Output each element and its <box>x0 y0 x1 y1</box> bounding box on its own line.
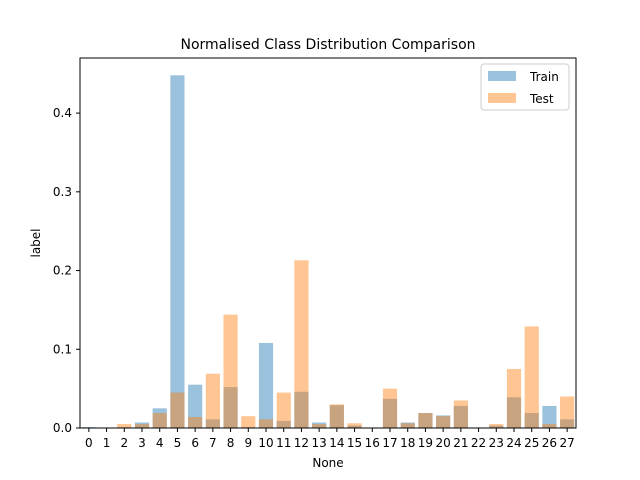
bar-train-23 <box>489 425 504 428</box>
legend-label-test: Test <box>529 92 554 106</box>
plot-frame <box>79 57 577 429</box>
bar-train-14 <box>329 405 344 428</box>
bar-train-25 <box>524 413 539 428</box>
bar-test-12 <box>294 260 309 428</box>
bar-test-24 <box>506 368 522 428</box>
bar-test-25 <box>524 326 539 428</box>
bars-layer <box>81 75 575 428</box>
bar-train-6 <box>188 384 203 428</box>
x-tick-label: 8 <box>227 436 235 450</box>
bar-test-19 <box>418 413 433 428</box>
bar-test-2 <box>117 424 132 428</box>
bar-train-15 <box>347 425 362 428</box>
x-tick-label: 7 <box>209 436 217 450</box>
bar-train-13 <box>312 422 327 428</box>
x-tick-label: 13 <box>312 436 327 450</box>
bar-test-15 <box>347 423 362 428</box>
x-axis-label: None <box>312 456 343 470</box>
bar-test-20 <box>436 416 451 428</box>
bar-test-14 <box>329 404 344 428</box>
x-tick-label: 11 <box>276 436 291 450</box>
bar-test-10 <box>258 419 274 428</box>
bar-test-3 <box>134 424 150 428</box>
bar-train-26 <box>542 405 557 428</box>
axes-layer: 0 1 2 3 4 5 6 7 8 9 10 11 12 13 14 15 16 17 18 19 20 21 22 23 24… <box>53 57 577 450</box>
x-tick-label: 9 <box>244 436 252 450</box>
bar-train-3 <box>134 422 150 428</box>
bar-train-4 <box>152 408 167 428</box>
x-tick-label: 22 <box>471 436 486 450</box>
y-tick-label: 0.4 <box>53 106 72 120</box>
bar-train-7 <box>205 419 220 428</box>
bar-test-6 <box>188 416 203 428</box>
bar-test-7 <box>205 373 220 428</box>
x-tick-label: 10 <box>258 436 273 450</box>
bar-train-21 <box>453 405 468 428</box>
chart-title: Normalised Class Distribution Comparison <box>180 37 475 53</box>
legend-label-train: Train <box>529 70 559 84</box>
x-tick-label: 23 <box>489 436 504 450</box>
x-tick-label: 6 <box>191 436 199 450</box>
bar-train-5 <box>170 75 185 428</box>
bar-test-13 <box>312 424 327 428</box>
bar-test-9 <box>241 416 256 428</box>
legend: Train Test <box>480 63 570 111</box>
bar-test-5 <box>170 392 185 428</box>
x-tick-label: 27 <box>560 436 575 450</box>
legend-swatch-train <box>488 71 516 81</box>
bar-train-17 <box>382 398 398 428</box>
x-tick-label: 12 <box>294 436 309 450</box>
bar-train-27 <box>560 419 575 428</box>
x-tick-label: 25 <box>524 436 539 450</box>
y-tick-label: 0.0 <box>53 421 72 435</box>
x-tick-label: 1 <box>103 436 111 450</box>
y-tick-label: 0.2 <box>53 264 72 278</box>
bar-test-26 <box>542 424 557 428</box>
y-tick-label: 0.3 <box>53 185 72 199</box>
x-tick-label: 16 <box>365 436 380 450</box>
x-tick-label: 3 <box>138 436 146 450</box>
y-tick-label: 0.1 <box>53 342 72 356</box>
x-tick-label: 18 <box>400 436 415 450</box>
x-tick-label: 15 <box>347 436 362 450</box>
bar-test-21 <box>453 400 468 428</box>
bar-train-19 <box>418 413 433 428</box>
legend-box <box>480 63 570 111</box>
bar-train-20 <box>436 415 451 428</box>
x-tick-label: 24 <box>506 436 521 450</box>
x-tick-label: 17 <box>382 436 397 450</box>
bar-train-12 <box>294 391 309 428</box>
bar-test-17 <box>382 388 398 428</box>
legend-swatch-test <box>488 93 516 103</box>
bar-test-27 <box>560 396 575 428</box>
bar-test-11 <box>276 392 291 428</box>
x-tick-label: 20 <box>436 436 451 450</box>
x-tick-label: 14 <box>329 436 344 450</box>
x-tick-label: 19 <box>418 436 433 450</box>
bar-test-8 <box>223 314 238 428</box>
y-axis-label: label <box>29 228 43 257</box>
x-tick-label: 2 <box>120 436 128 450</box>
x-tick-label: 4 <box>156 436 164 450</box>
x-tick-label: 5 <box>174 436 182 450</box>
bar-train-24 <box>506 397 522 428</box>
bar-test-4 <box>152 413 167 428</box>
bar-test-23 <box>489 424 504 428</box>
bar-train-18 <box>400 422 415 428</box>
bar-train-8 <box>223 387 238 428</box>
bar-train-10 <box>258 342 274 428</box>
x-tick-label: 21 <box>453 436 468 450</box>
bar-train-11 <box>276 420 291 428</box>
bar-test-18 <box>400 423 415 428</box>
x-tick-label: 0 <box>85 436 93 450</box>
x-tick-label: 26 <box>542 436 557 450</box>
